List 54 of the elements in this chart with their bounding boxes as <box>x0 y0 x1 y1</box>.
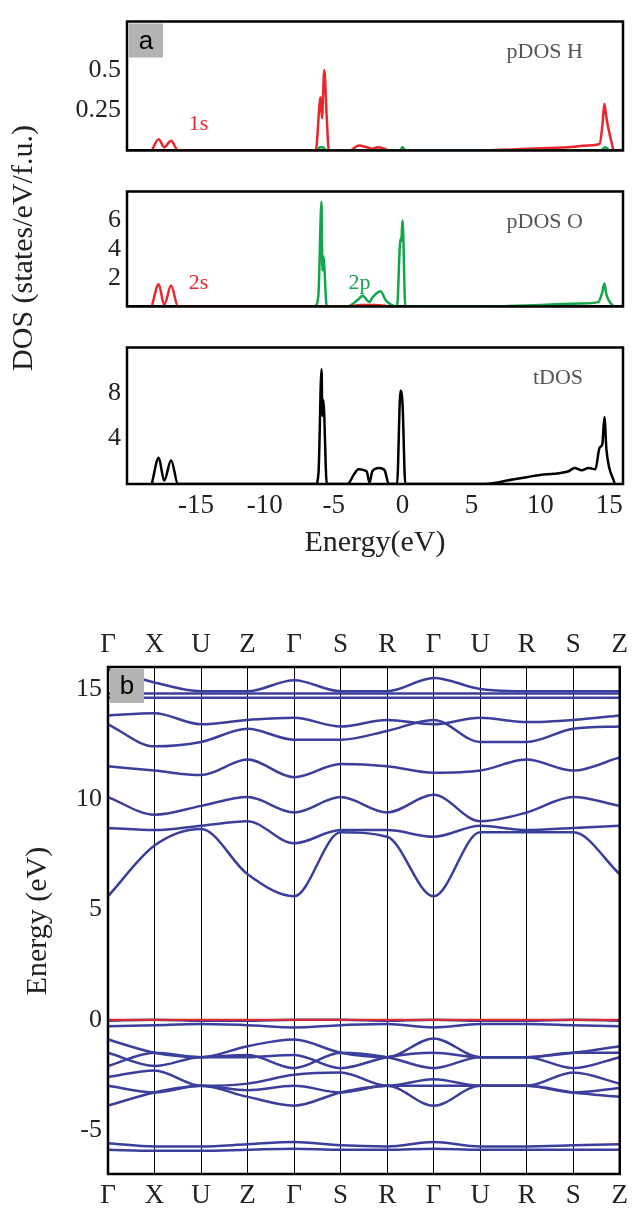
y-tick-label: 8 <box>108 376 121 406</box>
category-label: S <box>565 627 581 658</box>
category-label: R <box>517 627 536 658</box>
y-tick-label: -5 <box>80 1113 102 1143</box>
x-tick-label: R <box>378 1179 397 1210</box>
y-tick-label: 0 <box>89 1003 102 1033</box>
y-tick-label: 4 <box>108 232 121 262</box>
x-tick-label: -5 <box>322 489 345 520</box>
annotation: a <box>138 24 154 55</box>
y-tick-label: 15 <box>76 672 102 702</box>
x-tick-label: -15 <box>177 489 214 520</box>
y-tick-label: 0.5 <box>88 53 121 83</box>
annotation: b <box>119 670 135 701</box>
x-tick-label: U <box>470 1179 490 1210</box>
y-tick-label: 10 <box>76 783 102 813</box>
y-axis-title: Energy (eV) <box>19 846 53 995</box>
x-tick-label: X <box>144 1179 165 1210</box>
x-tick-label: S <box>565 1179 581 1210</box>
text: pDOS O <box>506 208 583 234</box>
x-tick-label: Γ <box>286 1179 302 1210</box>
y-tick-label: 0.25 <box>75 93 121 123</box>
category-label: X <box>144 627 165 658</box>
category-label: Γ <box>425 627 442 658</box>
text: tDOS <box>532 364 583 390</box>
category-label: S <box>333 627 349 658</box>
category-label: Z <box>611 627 628 658</box>
x-axis-title: Energy(eV) <box>303 524 447 558</box>
x-tick-label: R <box>517 1179 536 1210</box>
x-tick-label: Z <box>611 1179 628 1210</box>
y-tick-label: 2 <box>108 261 121 291</box>
x-tick-label: 10 <box>526 489 554 520</box>
y-axis-title: DOS (states/eV/f.u.) <box>5 125 39 371</box>
y-tick-label: 4 <box>108 422 121 452</box>
x-tick-label: Γ <box>100 1179 116 1210</box>
category-label: Z <box>239 627 256 658</box>
x-tick-label: 5 <box>464 489 479 520</box>
text: pDOS H <box>506 38 584 64</box>
category-label: U <box>191 627 211 658</box>
category-label: U <box>470 627 490 658</box>
category-label: R <box>378 627 397 658</box>
category-label: Γ <box>100 627 116 658</box>
x-tick-label: 0 <box>395 489 410 520</box>
series-label: 1s <box>188 110 209 136</box>
x-tick-label: S <box>333 1179 349 1210</box>
x-tick-label: Γ <box>425 1179 442 1210</box>
series-label: 2s <box>188 269 209 295</box>
series-label: 2p <box>348 269 371 295</box>
x-tick-label: 15 <box>595 489 623 520</box>
x-tick-label: -10 <box>246 489 283 520</box>
y-tick-label: 6 <box>108 204 121 234</box>
x-tick-label: U <box>191 1179 211 1210</box>
category-label: Γ <box>286 627 302 658</box>
x-tick-label: Z <box>239 1179 256 1210</box>
y-tick-label: 5 <box>89 893 102 923</box>
